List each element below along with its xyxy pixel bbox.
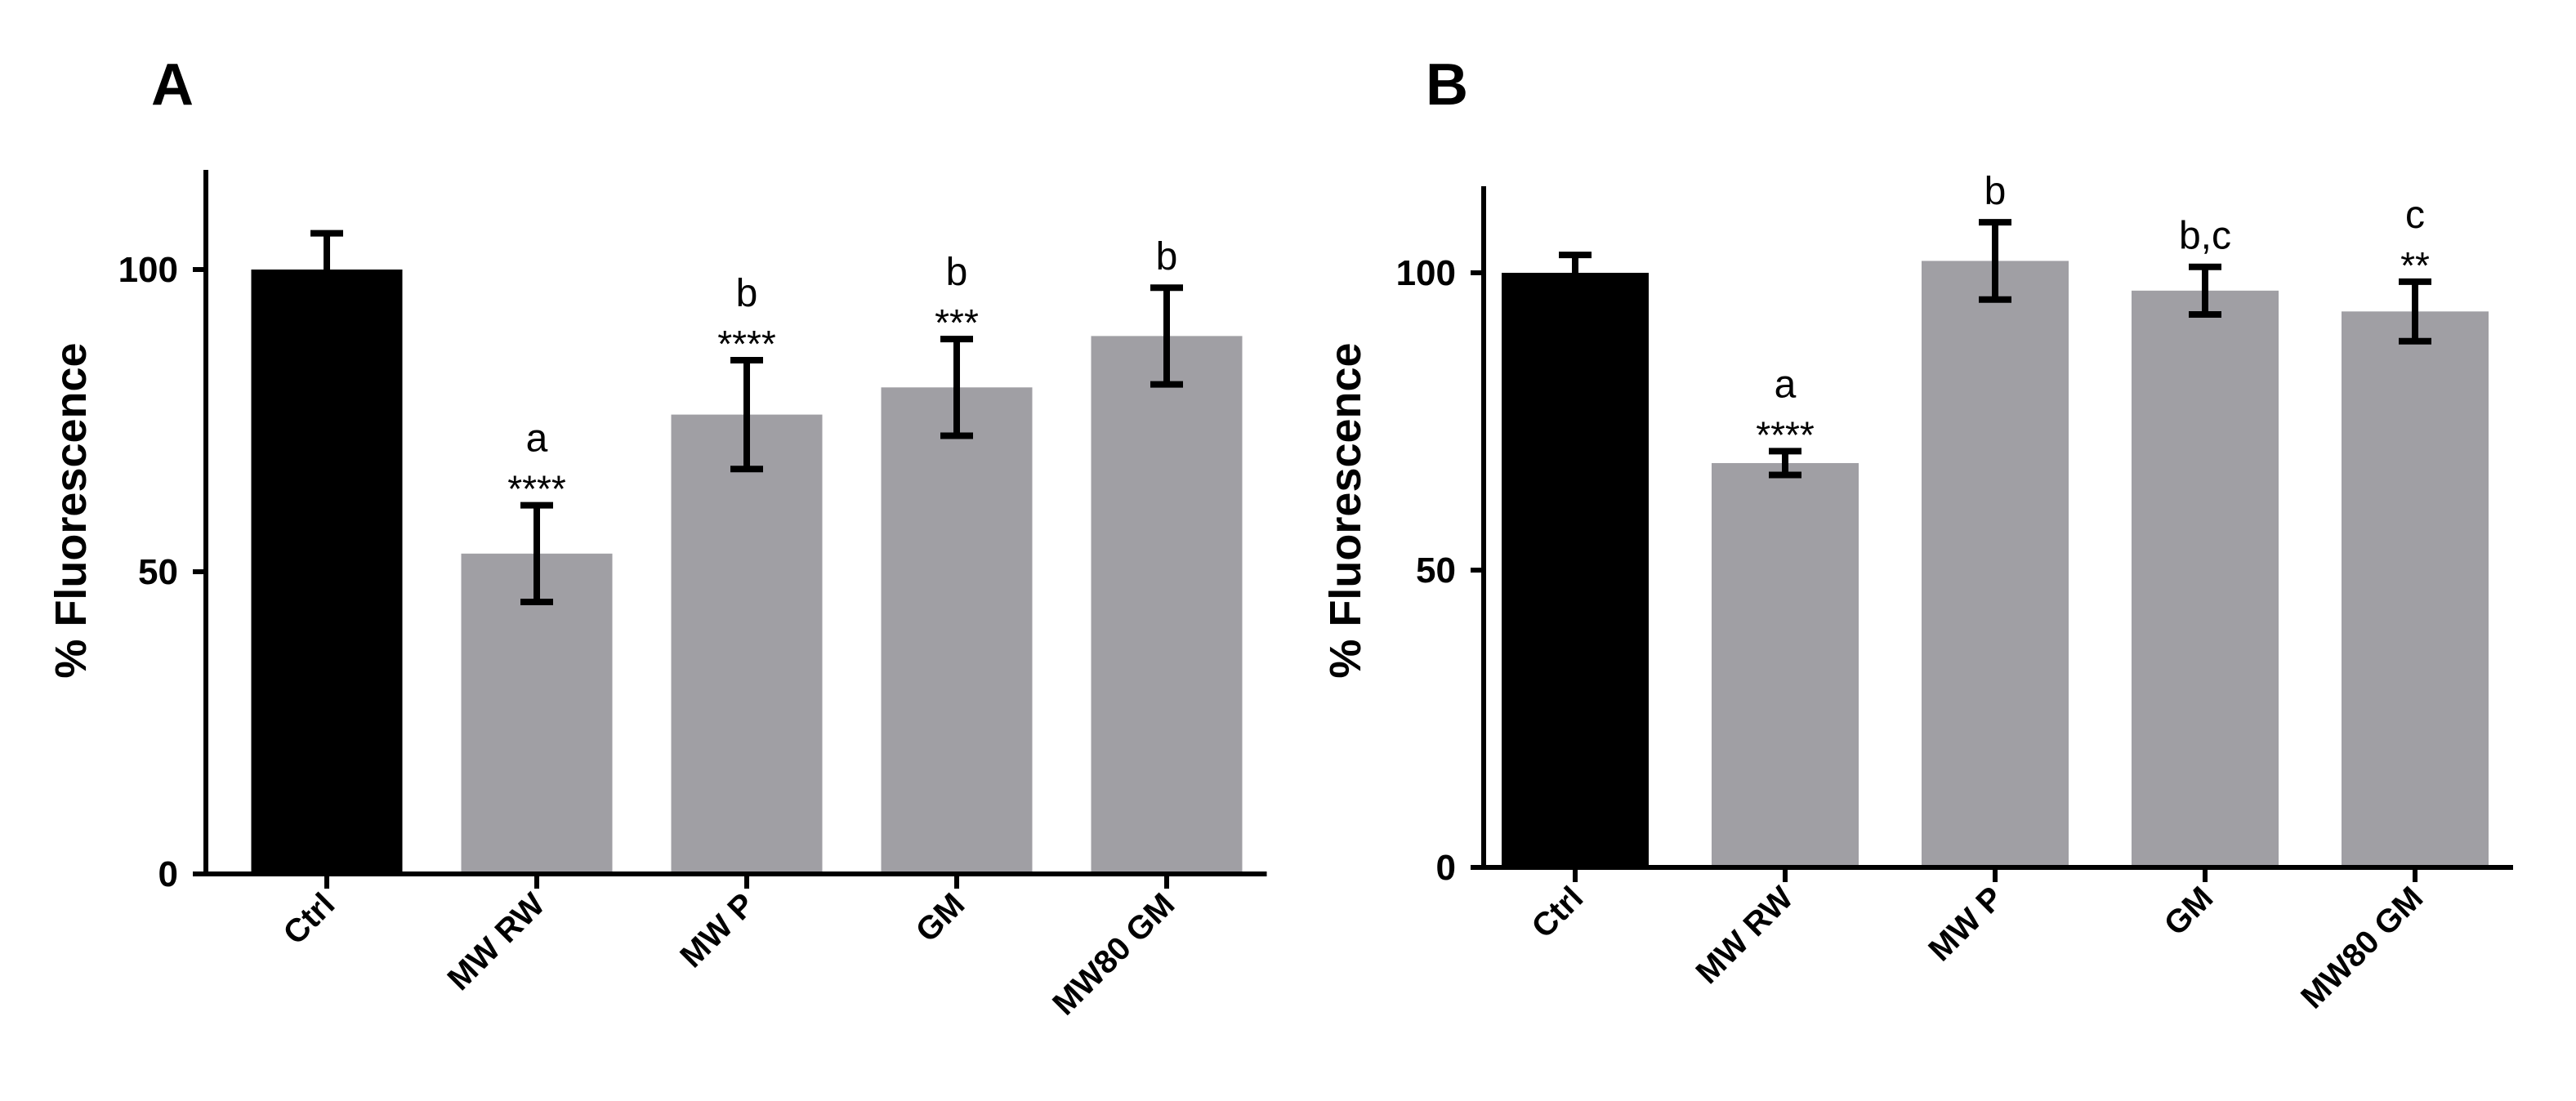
panel-a-y-axis-label: % Fluorescence	[47, 342, 96, 678]
panel-a-letter-label: b	[946, 251, 968, 294]
panel-a-y-tick-label: 50	[138, 552, 178, 592]
panel-a-letter-label: b	[1156, 235, 1178, 279]
panel-b-bar	[1712, 462, 1859, 867]
panel-b-y-tick-label: 0	[1436, 848, 1456, 888]
panel-a-category-label: MW P	[673, 886, 761, 974]
panel-b-y-axis-label: % Fluorescence	[1321, 342, 1370, 678]
panel-a-letter-label: b	[736, 272, 758, 315]
panel-b-letter-label: b,c	[2179, 215, 2231, 258]
panel-b-category-label: MW80 GM	[2294, 880, 2430, 1015]
panel-a-marks: **** a **** b *** b b 0 50 100 Ctrl MW RW MW P GM MW80…	[118, 170, 1267, 1023]
panel-b-significance-label: ****	[1756, 413, 1815, 456]
panel-b-category-label: Ctrl	[1525, 880, 1591, 945]
panel-a-category-label: MW RW	[441, 886, 552, 997]
panel-b-category-label: MW RW	[1690, 880, 1801, 991]
panel-b: B % Fluorescence **** a b b,c ** c 0 50 100 Ctrl M…	[1321, 52, 2513, 1016]
panel-b-category-label: GM	[2158, 880, 2221, 943]
panel-b-y-tick-label: 50	[1416, 550, 1456, 591]
panel-a-bar	[251, 270, 403, 874]
panel-b-bar	[1922, 261, 2069, 867]
panel-a: A % Fluorescence **** a **** b *** b b 0 50 100 Ct…	[47, 52, 1267, 1023]
panel-a-bar	[1091, 336, 1243, 874]
panel-a-category-label: MW80 GM	[1046, 886, 1181, 1022]
panel-b-letter-label: a	[1775, 363, 1797, 406]
panel-a-letter-label: a	[526, 417, 548, 461]
panel-b-bar	[2342, 311, 2489, 867]
panel-b-letter: B	[1426, 52, 1468, 118]
panel-b-category-label: MW P	[1922, 880, 2010, 968]
panel-b-bar	[2132, 290, 2279, 868]
panel-a-significance-label: ***	[935, 301, 979, 344]
panel-b-y-tick-label: 100	[1396, 253, 1456, 293]
panel-a-significance-label: ****	[507, 468, 566, 510]
panel-b-significance-label: **	[2400, 244, 2430, 287]
panel-a-bar	[881, 387, 1033, 874]
panel-a-letter: A	[151, 52, 194, 118]
panel-a-category-label: Ctrl	[277, 886, 342, 952]
panel-a-significance-label: ****	[717, 323, 776, 365]
panel-b-marks: **** a b b,c ** c 0 50 100 Ctrl MW RW MW P GM MW80 GM	[1396, 170, 2513, 1016]
panel-a-y-tick-label: 100	[118, 250, 178, 290]
panel-b-letter-label: b	[1984, 170, 2007, 213]
panel-b-bar	[1502, 273, 1649, 867]
panel-a-category-label: GM	[909, 886, 972, 949]
panel-a-bar	[671, 414, 823, 875]
panel-b-letter-label: c	[2405, 194, 2425, 237]
panel-a-y-tick-label: 0	[158, 854, 178, 894]
panel-a-bar	[461, 553, 613, 874]
